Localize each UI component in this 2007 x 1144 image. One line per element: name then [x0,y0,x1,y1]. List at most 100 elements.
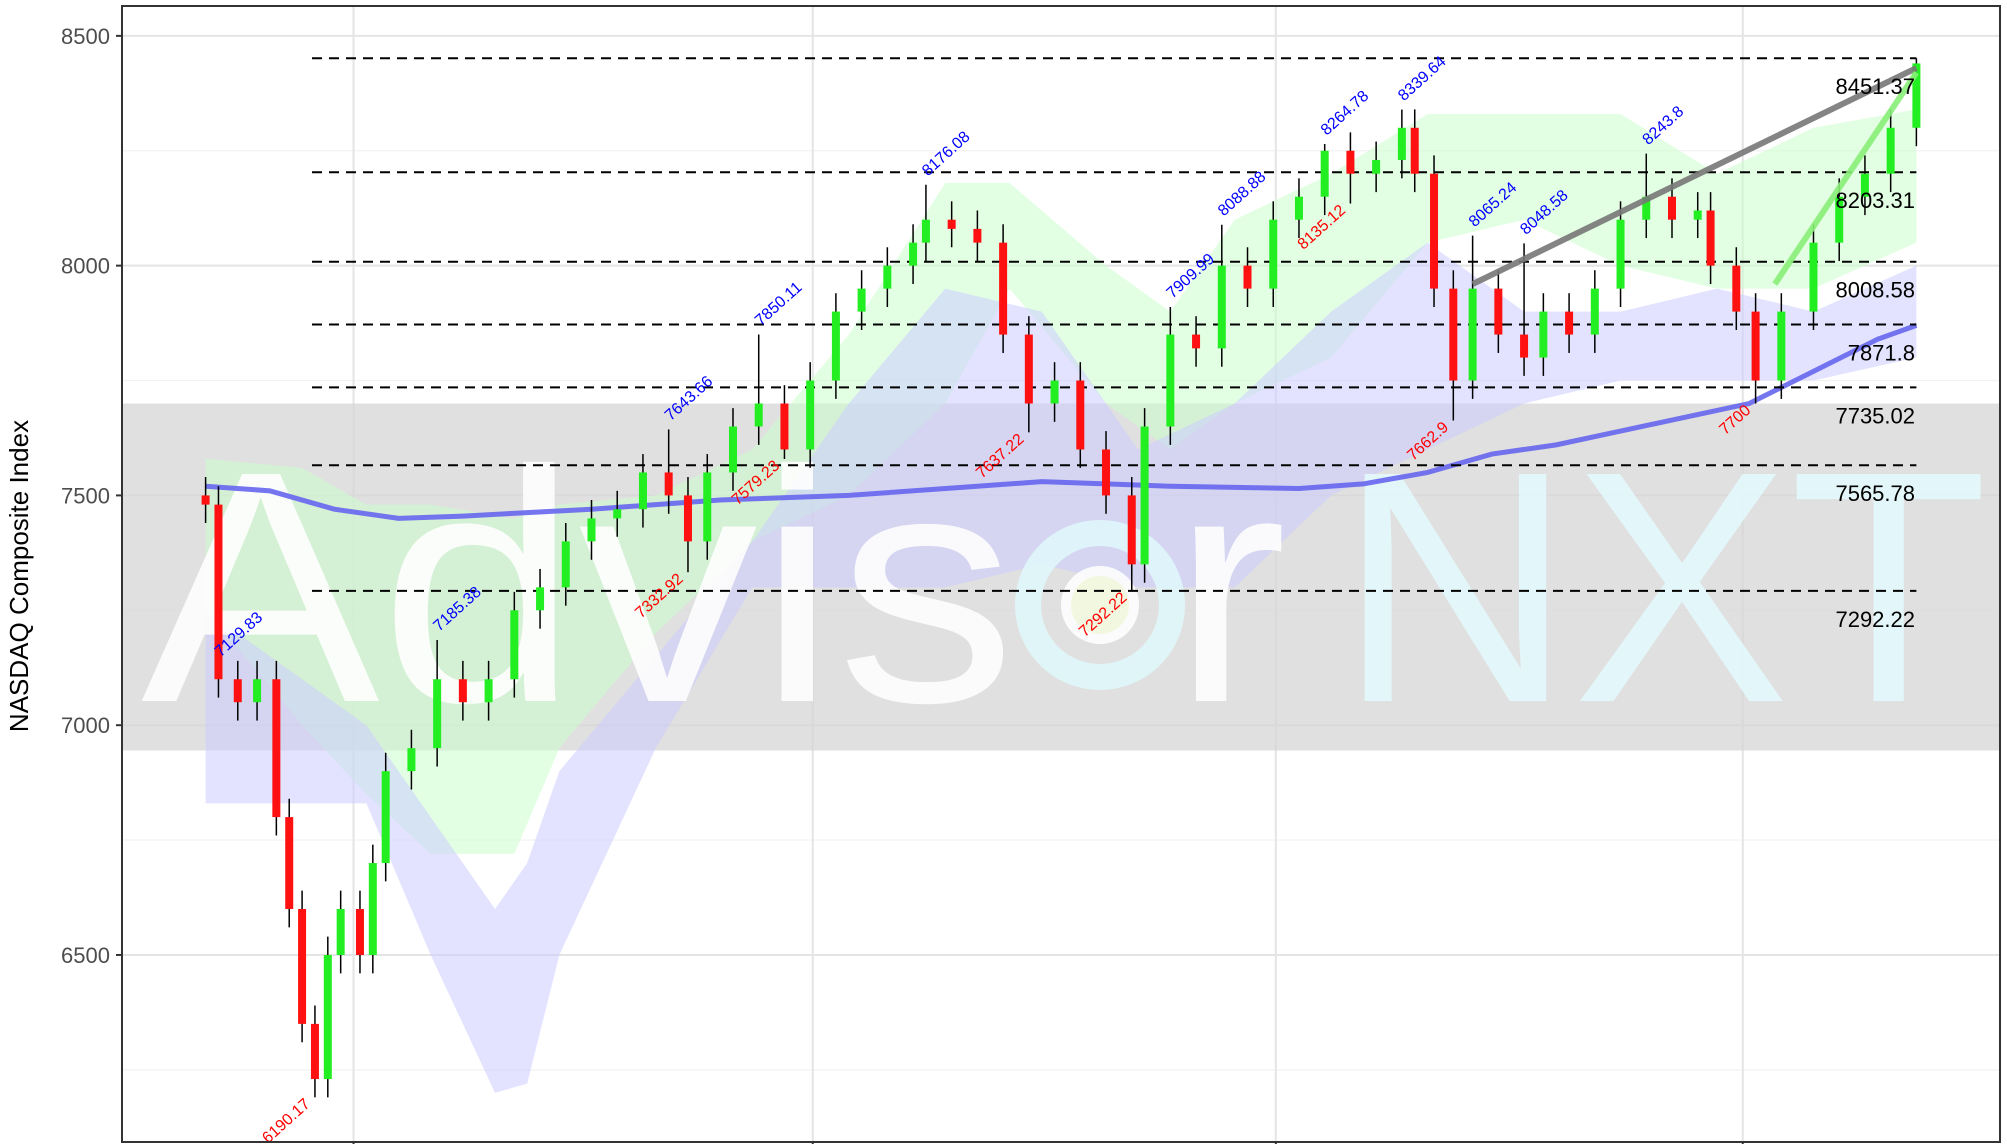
candle-body [536,587,545,611]
y-tick-label: 8000 [61,254,110,279]
level-label: 7565.78 [1835,481,1915,506]
y-tick-label: 7000 [61,713,110,738]
candle-body [1642,196,1651,220]
candle-body [1520,334,1529,358]
candle-body [201,495,210,505]
candle-body [1835,196,1844,243]
candle-body [355,909,364,955]
trend-line [1772,70,1919,286]
candle-body [1397,127,1406,160]
candle-body [1449,288,1458,381]
level-label: 7735.02 [1835,403,1915,428]
candle-body [857,288,866,312]
candle-body [1192,334,1201,349]
level-label: 8451.37 [1835,74,1915,99]
candle-body [780,403,789,450]
candle-body [1430,173,1439,289]
candle-body [1346,150,1355,174]
candle-body [1693,210,1702,220]
candle-body [1777,311,1786,381]
candle-body [1886,127,1895,174]
candle-body [921,219,930,243]
candle-body [831,311,840,381]
candle-body [1243,265,1252,289]
candle-body [298,909,307,1024]
watermark-icon [1015,520,1185,690]
candle-body [1127,495,1136,565]
candle-body [381,771,390,864]
candle-body [368,863,377,955]
candle-body [310,1023,319,1080]
candle-body [1024,334,1033,404]
candle-body [638,472,647,510]
panel-border [121,5,2001,1143]
candle-body [1140,426,1149,565]
candle-body [947,219,956,229]
candle-body [1667,196,1676,220]
level-label: 8203.31 [1835,188,1915,213]
candle-body [1320,150,1329,197]
candle-body [1732,265,1741,312]
candle-body [484,679,493,703]
candle-body [233,679,242,703]
candle-body [1616,219,1625,289]
candle-body [1166,334,1175,427]
candle-body [253,679,262,703]
candle-body [1539,311,1548,358]
candle-body [883,265,892,289]
candle-body [1809,242,1818,312]
candle-body [1468,288,1477,381]
candle-body [754,403,763,427]
candle-body [1912,63,1921,128]
watermark-text: Advis [141,402,1016,771]
candle-body [1294,196,1303,220]
candle-body [1494,288,1503,335]
y-axis-title: NASDAQ Composite Index [4,420,34,732]
y-tick-label: 8500 [61,24,110,49]
y-tick-label: 6500 [61,943,110,968]
candle-body [1217,265,1226,349]
candle-body [999,242,1008,335]
candle-body [683,495,692,542]
candle-body [433,679,442,749]
candle-body [728,426,737,473]
candle-body [272,679,281,818]
candle-body [806,380,815,450]
candle-body [1706,210,1715,266]
candle-body [1102,449,1111,496]
candle-body [510,610,519,680]
candle-body [587,518,596,542]
candle-body [664,472,673,496]
candle-body [407,748,416,772]
candle-body [1050,380,1059,404]
candle-body [909,242,918,266]
y-tick-label: 7500 [61,483,110,508]
candle-body [973,228,982,243]
candle-body [1590,288,1599,335]
candle-body [1565,311,1574,335]
candle-body [458,679,467,703]
candle-body [703,472,712,542]
candle-body [613,509,622,519]
level-label: 8008.58 [1835,278,1915,303]
level-label: 7292.22 [1835,607,1915,632]
trend-line [1471,65,1918,287]
cloud-area [205,242,1917,1093]
candle-body [1860,173,1869,197]
watermark-icon [1061,566,1139,644]
candle-body [214,504,223,680]
candle-body [1751,311,1760,381]
candle-body [323,954,332,1080]
candle-body [1410,127,1419,174]
watermark-text: NXT [1338,402,1988,771]
moving-average-line [205,323,1918,521]
watermark-text: r [1172,402,1287,771]
watermark: Advis r NXT [141,402,1988,771]
level-label: 7871.8 [1848,341,1915,366]
candle-body [1076,380,1085,450]
candle-body [336,909,345,955]
candle-body [561,541,570,588]
